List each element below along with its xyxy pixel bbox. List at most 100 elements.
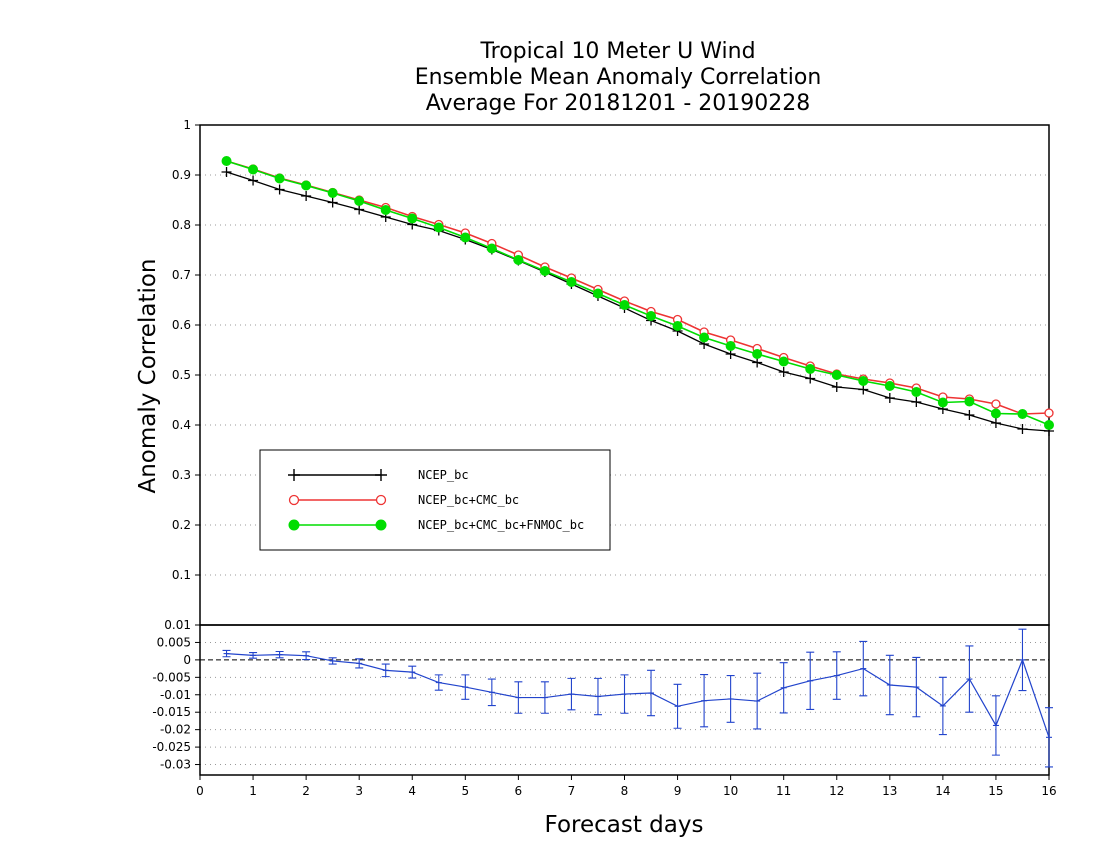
data-point-plus bbox=[831, 382, 842, 392]
data-point-filled bbox=[513, 255, 524, 265]
data-point-plus bbox=[327, 197, 338, 208]
y-tick-label: -0.02 bbox=[160, 723, 191, 737]
y-tick-label: 0.5 bbox=[172, 368, 191, 382]
x-tick-label: 0 bbox=[196, 784, 204, 798]
legend-marker bbox=[375, 519, 387, 531]
data-point-filled bbox=[619, 300, 630, 310]
x-tick-label: 7 bbox=[568, 784, 576, 798]
data-point-filled bbox=[539, 266, 550, 276]
data-point-open bbox=[1044, 408, 1054, 418]
legend-entry-NCEP_bc: NCEP_bc bbox=[288, 468, 469, 482]
x-tick-label: 9 bbox=[674, 784, 682, 798]
series-NCEP_bc bbox=[221, 167, 1054, 436]
y-tick-label: -0.025 bbox=[152, 740, 191, 754]
legend-label: NCEP_bc+CMC_bc+FNMOC_bc bbox=[418, 518, 584, 532]
x-tick-label: 10 bbox=[723, 784, 738, 798]
x-tick-label: 14 bbox=[935, 784, 950, 798]
diff-y-ticks: 0.01 0.005 0 -0.005 -0.01 -0.015 -0.02 -0.025 -0… bbox=[152, 618, 200, 772]
data-point-filled bbox=[592, 288, 603, 299]
legend-label: NCEP_bc+CMC_bc bbox=[418, 493, 519, 507]
chart-title-line-1: Tropical 10 Meter U Wind bbox=[479, 39, 755, 64]
chart-title-line-3: Average For 20181201 - 20190228 bbox=[426, 91, 811, 116]
series-NCEP_bc+CMC_bc bbox=[221, 156, 1054, 419]
y-tick-label: 0.6 bbox=[172, 318, 191, 332]
y-tick-label: 0.7 bbox=[172, 268, 191, 282]
data-point-plus bbox=[354, 204, 365, 215]
series-line bbox=[226, 171, 1050, 432]
difference-series bbox=[222, 628, 1053, 768]
y-tick-label: 0.3 bbox=[172, 468, 191, 482]
legend: NCEP_bc NCEP_bc+CMC_bc NCEP_bc+CMC_bc+FNMO… bbox=[259, 449, 611, 551]
x-tick-label: 15 bbox=[988, 784, 1003, 798]
x-tick-label: 12 bbox=[829, 784, 844, 798]
data-point-filled bbox=[566, 277, 577, 287]
x-tick-label: 6 bbox=[515, 784, 523, 798]
data-point-plus bbox=[248, 175, 259, 186]
y-tick-label: 0.9 bbox=[172, 168, 191, 182]
legend-marker bbox=[375, 469, 387, 481]
y-tick-label: 0.1 bbox=[172, 568, 191, 582]
difference-panel: 0.01 0.005 0 -0.005 -0.01 -0.015 -0.02 -0.025 -0… bbox=[152, 618, 1053, 776]
y-tick-label: -0.01 bbox=[160, 688, 191, 702]
x-axis: 0 1 2 3 4 5 6 7 8 9 10 11 12 13 14 15 16 bbox=[196, 775, 1057, 798]
data-point-filled bbox=[990, 408, 1001, 419]
x-tick-label: 8 bbox=[621, 784, 629, 798]
data-point-plus bbox=[884, 393, 895, 403]
data-point-plus bbox=[964, 410, 975, 420]
data-point-plus bbox=[301, 191, 312, 201]
y-tick-label: 0 bbox=[183, 653, 191, 667]
data-point-plus bbox=[778, 367, 789, 377]
series-line bbox=[226, 160, 1050, 426]
x-tick-label: 1 bbox=[249, 784, 257, 798]
main-panel: 0.1 0.2 0.3 0.4 0.5 0.6 0.7 0.8 0.9 1 bbox=[172, 118, 1054, 626]
chart-title: Tropical 10 Meter U Wind Ensemble Mean A… bbox=[415, 39, 822, 116]
y-tick-label: 0.4 bbox=[172, 418, 191, 432]
difference-line bbox=[226, 653, 1050, 738]
y-tick-label: 1 bbox=[183, 118, 191, 132]
series-NCEP_bc+CMC_bc+FNMOC_bc bbox=[221, 156, 1054, 430]
legend-entry-NCEP_bc+CMC_bc: NCEP_bc+CMC_bc bbox=[288, 493, 519, 507]
data-point-filled bbox=[937, 397, 948, 408]
data-point-filled bbox=[831, 370, 842, 380]
data-point-filled bbox=[380, 205, 391, 215]
data-point-filled bbox=[964, 396, 975, 407]
chart-title-line-2: Ensemble Mean Anomaly Correlation bbox=[415, 65, 822, 90]
legend-entry-NCEP_bc+CMC_bc+FNMOC_bc: NCEP_bc+CMC_bc+FNMOC_bc bbox=[288, 518, 584, 532]
legend-marker bbox=[288, 469, 300, 481]
y-tick-label: 0.8 bbox=[172, 218, 191, 232]
x-tick-label: 5 bbox=[461, 784, 469, 798]
data-point-plus bbox=[1017, 424, 1028, 434]
legend-marker bbox=[288, 519, 300, 531]
data-point-filled bbox=[884, 381, 895, 391]
x-axis-label: Forecast days bbox=[545, 812, 704, 838]
y-tick-label: -0.03 bbox=[160, 758, 191, 772]
data-point-filled bbox=[805, 364, 816, 374]
data-point-filled bbox=[486, 243, 497, 254]
data-point-plus bbox=[858, 384, 869, 395]
data-point-filled bbox=[301, 180, 312, 191]
legend-marker bbox=[288, 494, 300, 506]
data-point-filled bbox=[460, 232, 471, 243]
y-tick-label: -0.005 bbox=[152, 670, 191, 684]
y-tick-label: 0.01 bbox=[164, 618, 191, 632]
data-point-filled bbox=[221, 156, 232, 166]
data-point-filled bbox=[911, 387, 922, 397]
data-point-filled bbox=[725, 341, 736, 351]
data-point-filled bbox=[699, 332, 710, 343]
y-tick-label: -0.015 bbox=[152, 705, 191, 719]
data-point-filled bbox=[858, 376, 869, 386]
legend-marker bbox=[375, 494, 387, 506]
data-point-plus bbox=[990, 418, 1001, 428]
legend-label: NCEP_bc bbox=[418, 468, 469, 482]
data-point-plus bbox=[805, 373, 816, 384]
data-point-filled bbox=[407, 213, 418, 224]
x-tick-label: 3 bbox=[355, 784, 363, 798]
data-point-filled bbox=[1044, 420, 1054, 430]
data-point-filled bbox=[778, 356, 789, 367]
data-point-plus bbox=[911, 397, 922, 407]
y-tick-label: 0.005 bbox=[157, 635, 191, 649]
x-tick-label: 2 bbox=[302, 784, 310, 798]
x-tick-label: 11 bbox=[776, 784, 791, 798]
data-point-plus bbox=[221, 167, 232, 177]
